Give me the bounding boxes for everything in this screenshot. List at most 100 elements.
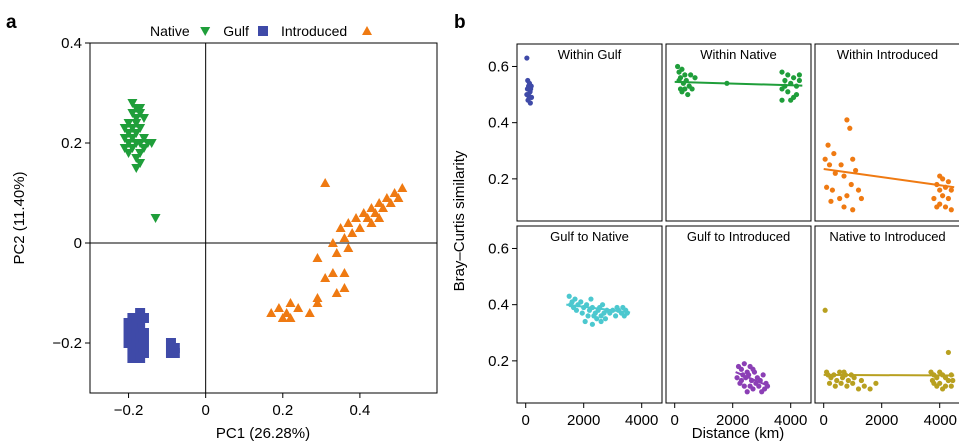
subplot-point — [788, 97, 794, 103]
subplot-point — [796, 77, 803, 84]
subplot-trend-line — [674, 80, 803, 87]
pca-point-gulf — [138, 313, 149, 323]
pca-point-introduced — [331, 248, 342, 257]
pca-point-introduced — [347, 228, 358, 237]
pca-point-native — [135, 159, 146, 168]
pca-point-native — [150, 214, 161, 223]
subplot-point — [779, 69, 785, 75]
pca-point-native — [131, 139, 142, 148]
pca-point-introduced — [327, 268, 338, 277]
pca-point-native — [127, 144, 138, 153]
subplot-point — [950, 377, 956, 384]
subplot-point — [861, 383, 867, 389]
subplot-point — [689, 86, 695, 92]
subplot-native-to-introduced: Native to Introduced 0 2000 4000 — [814, 225, 959, 429]
subplot-point — [844, 193, 850, 199]
pca-point-introduced — [385, 198, 396, 207]
legend-label-introduced: Introduced — [281, 23, 347, 39]
subplot-point — [688, 72, 694, 78]
pca-point-native — [131, 129, 142, 138]
subplot-point — [948, 187, 954, 193]
subplot-x-tick-label: 0 — [671, 412, 679, 429]
pca-point-introduced — [281, 308, 292, 317]
subplot-point — [822, 307, 828, 313]
pca-point-introduced — [393, 193, 404, 202]
pca-point-gulf — [135, 353, 146, 363]
subplot-point — [940, 193, 946, 199]
subplot-point — [572, 296, 578, 302]
subplot-point — [934, 204, 940, 210]
subplot-y-tick-label: 0.4 — [488, 115, 509, 132]
subplot-point — [937, 187, 943, 193]
pca-point-native — [138, 134, 149, 143]
pca-point-introduced — [370, 208, 381, 217]
pca-point-introduced — [331, 288, 342, 297]
subplot-point — [796, 72, 803, 78]
pca-x-tick-label: 0.4 — [349, 402, 370, 419]
pca-point-native — [127, 124, 138, 133]
subplot-point — [934, 375, 940, 381]
subplot-title: Native to Introduced — [829, 229, 945, 244]
pca-point-introduced — [312, 293, 323, 302]
similarity-distance-panel: Within Gulf 0.2 0.4 0.6 Within Native Within … — [451, 43, 959, 442]
subplot-point — [851, 375, 857, 381]
subplot-point — [831, 150, 837, 157]
subplot-point — [566, 293, 572, 299]
pca-point-introduced — [339, 233, 350, 242]
subplot-point — [850, 207, 856, 213]
subplot-x-tick-label: 0 — [522, 412, 530, 429]
subplot-point — [841, 204, 847, 210]
subplot-frame — [665, 43, 812, 222]
subplot-point — [934, 383, 940, 389]
subplot-point — [948, 383, 954, 389]
subplot-point — [588, 296, 594, 302]
pca-point-native — [131, 114, 142, 123]
subplot-title: Within Gulf — [558, 47, 622, 62]
subplot-point — [824, 184, 830, 190]
subplot-point — [579, 310, 585, 316]
pca-point-introduced — [389, 188, 400, 197]
subplot-point — [844, 117, 850, 123]
pca-point-native — [138, 144, 149, 153]
subplot-point — [858, 195, 865, 202]
pca-point-introduced — [343, 218, 354, 227]
subplot-point — [675, 63, 681, 70]
subplot-point — [826, 380, 833, 386]
subplot-point — [679, 66, 685, 72]
legend-label-native: Native — [150, 23, 190, 39]
pca-point-introduced — [362, 213, 373, 222]
subplot-point — [582, 318, 588, 325]
subplot-frame — [665, 225, 812, 404]
b-y-axis-label: Bray–Curtis similarity — [451, 150, 468, 291]
subplot-point — [594, 316, 600, 322]
subplot-point — [524, 91, 530, 98]
subplot-point — [528, 83, 534, 89]
pca-point-introduced — [266, 308, 277, 317]
subplot-trend-line — [823, 373, 955, 377]
subplot-y-tick-label: 0.2 — [488, 353, 509, 370]
subplot-point — [850, 156, 856, 162]
subplot-point — [945, 179, 952, 185]
subplot-x-tick-label: 4000 — [924, 412, 957, 429]
subplot-point — [614, 304, 620, 311]
pca-point-introduced — [381, 193, 392, 202]
subplot-point — [945, 377, 952, 384]
subplot-point — [599, 302, 606, 308]
pca-point-introduced — [320, 178, 331, 187]
pca-point-introduced — [374, 213, 385, 222]
pca-point-native — [135, 124, 146, 133]
subplot-point — [841, 369, 847, 375]
subplot-point — [682, 72, 688, 78]
subplot-point — [738, 377, 745, 384]
subplot-y-tick-label: 0.4 — [488, 297, 509, 314]
subplot-point — [598, 318, 604, 325]
subplot-trend-line — [823, 168, 955, 189]
legend-marker-native — [200, 27, 211, 36]
pca-y-tick-label: 0 — [74, 235, 82, 252]
pca-y-tick-label: 0.4 — [61, 35, 82, 52]
subplot-frame — [814, 43, 959, 222]
subplot-x-tick-label: 2000 — [567, 412, 600, 429]
subplot-point — [738, 366, 745, 372]
pca-x-tick-label: −0.2 — [114, 402, 144, 419]
subplot-frame — [814, 225, 959, 404]
